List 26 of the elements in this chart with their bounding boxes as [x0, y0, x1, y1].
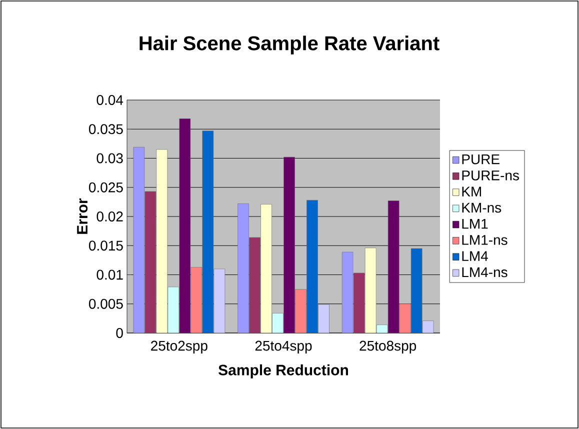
x-tick-label: 25to8spp: [360, 340, 416, 354]
x-tick-label: 25to4spp: [255, 340, 312, 354]
y-tick-label: 0.04: [96, 95, 124, 105]
x-axis-title: Sample Reduction: [218, 364, 348, 378]
bar: [214, 268, 226, 333]
y-tick-label: 0.035: [88, 124, 123, 134]
y-tick-label: 0.03: [96, 153, 123, 164]
legend-label: LM1: [462, 219, 488, 229]
y-tick-label: 0: [116, 328, 123, 338]
legend-label: LM4: [462, 251, 488, 261]
y-tick-label: 0.015: [88, 240, 123, 251]
legend-label: PURE-ns: [462, 170, 519, 180]
chart-title: Hair Scene Sample Rate Variant: [140, 36, 440, 54]
x-tick-label: 25to2spp: [151, 340, 208, 354]
bar: [318, 304, 330, 333]
legend-label: LM4-ns: [462, 267, 508, 278]
legend-label: KM: [462, 186, 482, 196]
y-tick-label: 0.025: [88, 182, 123, 192]
legend-label: PURE: [462, 154, 500, 164]
legend-label: LM1-ns: [462, 235, 508, 245]
y-tick-label: 0.01: [96, 270, 123, 280]
y-tick-label: 0.005: [88, 298, 123, 309]
y-axis-title: Error: [77, 198, 88, 234]
bar: [422, 320, 434, 333]
legend-label: KM-ns: [462, 202, 502, 213]
y-tick-label: 0.02: [96, 212, 123, 222]
